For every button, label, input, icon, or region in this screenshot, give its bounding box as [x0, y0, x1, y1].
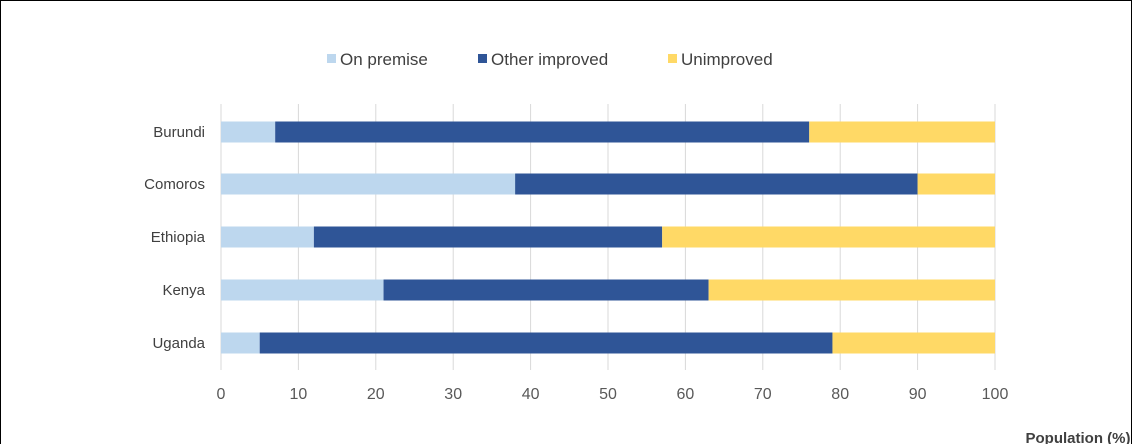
category-label-ethiopia: Ethiopia: [151, 229, 206, 246]
x-tick-label-10: 10: [290, 386, 308, 403]
bar-burundi-other-improved: [275, 121, 810, 143]
bar-uganda-unimproved: [832, 332, 995, 354]
category-label-uganda: Uganda: [152, 335, 205, 352]
x-tick-label-30: 30: [444, 386, 462, 403]
bar-kenya-other-improved: [383, 279, 709, 301]
legend-swatch-unimproved: [668, 54, 677, 63]
legend-label-unimproved: Unimproved: [681, 50, 773, 69]
bars: [221, 121, 995, 354]
category-label-burundi: Burundi: [153, 124, 205, 141]
x-tick-label-0: 0: [217, 386, 226, 403]
bar-comoros-unimproved: [917, 173, 995, 195]
legend-label-other-improved: Other improved: [491, 50, 608, 69]
x-tick-labels: 0 10 20 30 40 50 60 70 80 90 100: [217, 386, 1009, 403]
legend: On premise Other improved Unimproved: [327, 50, 773, 69]
bar-kenya-on-premise: [221, 279, 384, 301]
category-label-kenya: Kenya: [162, 282, 205, 299]
legend-swatch-other-improved: [478, 54, 487, 63]
x-tick-label-60: 60: [677, 386, 695, 403]
bar-ethiopia-unimproved: [662, 226, 995, 248]
bar-uganda-other-improved: [259, 332, 833, 354]
legend-label-on-premise: On premise: [340, 50, 428, 69]
bar-uganda-on-premise: [221, 332, 260, 354]
x-tick-label-20: 20: [367, 386, 385, 403]
bar-ethiopia-on-premise: [221, 226, 314, 248]
x-tick-label-50: 50: [599, 386, 617, 403]
legend-swatch-on-premise: [327, 54, 336, 63]
x-tick-label-90: 90: [909, 386, 927, 403]
category-label-comoros: Comoros: [144, 176, 205, 193]
bar-burundi-on-premise: [221, 121, 276, 143]
x-tick-label-70: 70: [754, 386, 772, 403]
bar-burundi-unimproved: [809, 121, 995, 143]
bar-comoros-on-premise: [221, 173, 516, 195]
bar-comoros-other-improved: [515, 173, 918, 195]
x-axis-title: Population (%): [1026, 430, 1131, 444]
x-tick-label-40: 40: [522, 386, 540, 403]
bar-kenya-unimproved: [708, 279, 995, 301]
x-tick-label-100: 100: [982, 386, 1009, 403]
bar-ethiopia-other-improved: [313, 226, 663, 248]
category-labels: Burundi Comoros Ethiopia Kenya Uganda: [144, 124, 206, 352]
x-tick-label-80: 80: [831, 386, 849, 403]
